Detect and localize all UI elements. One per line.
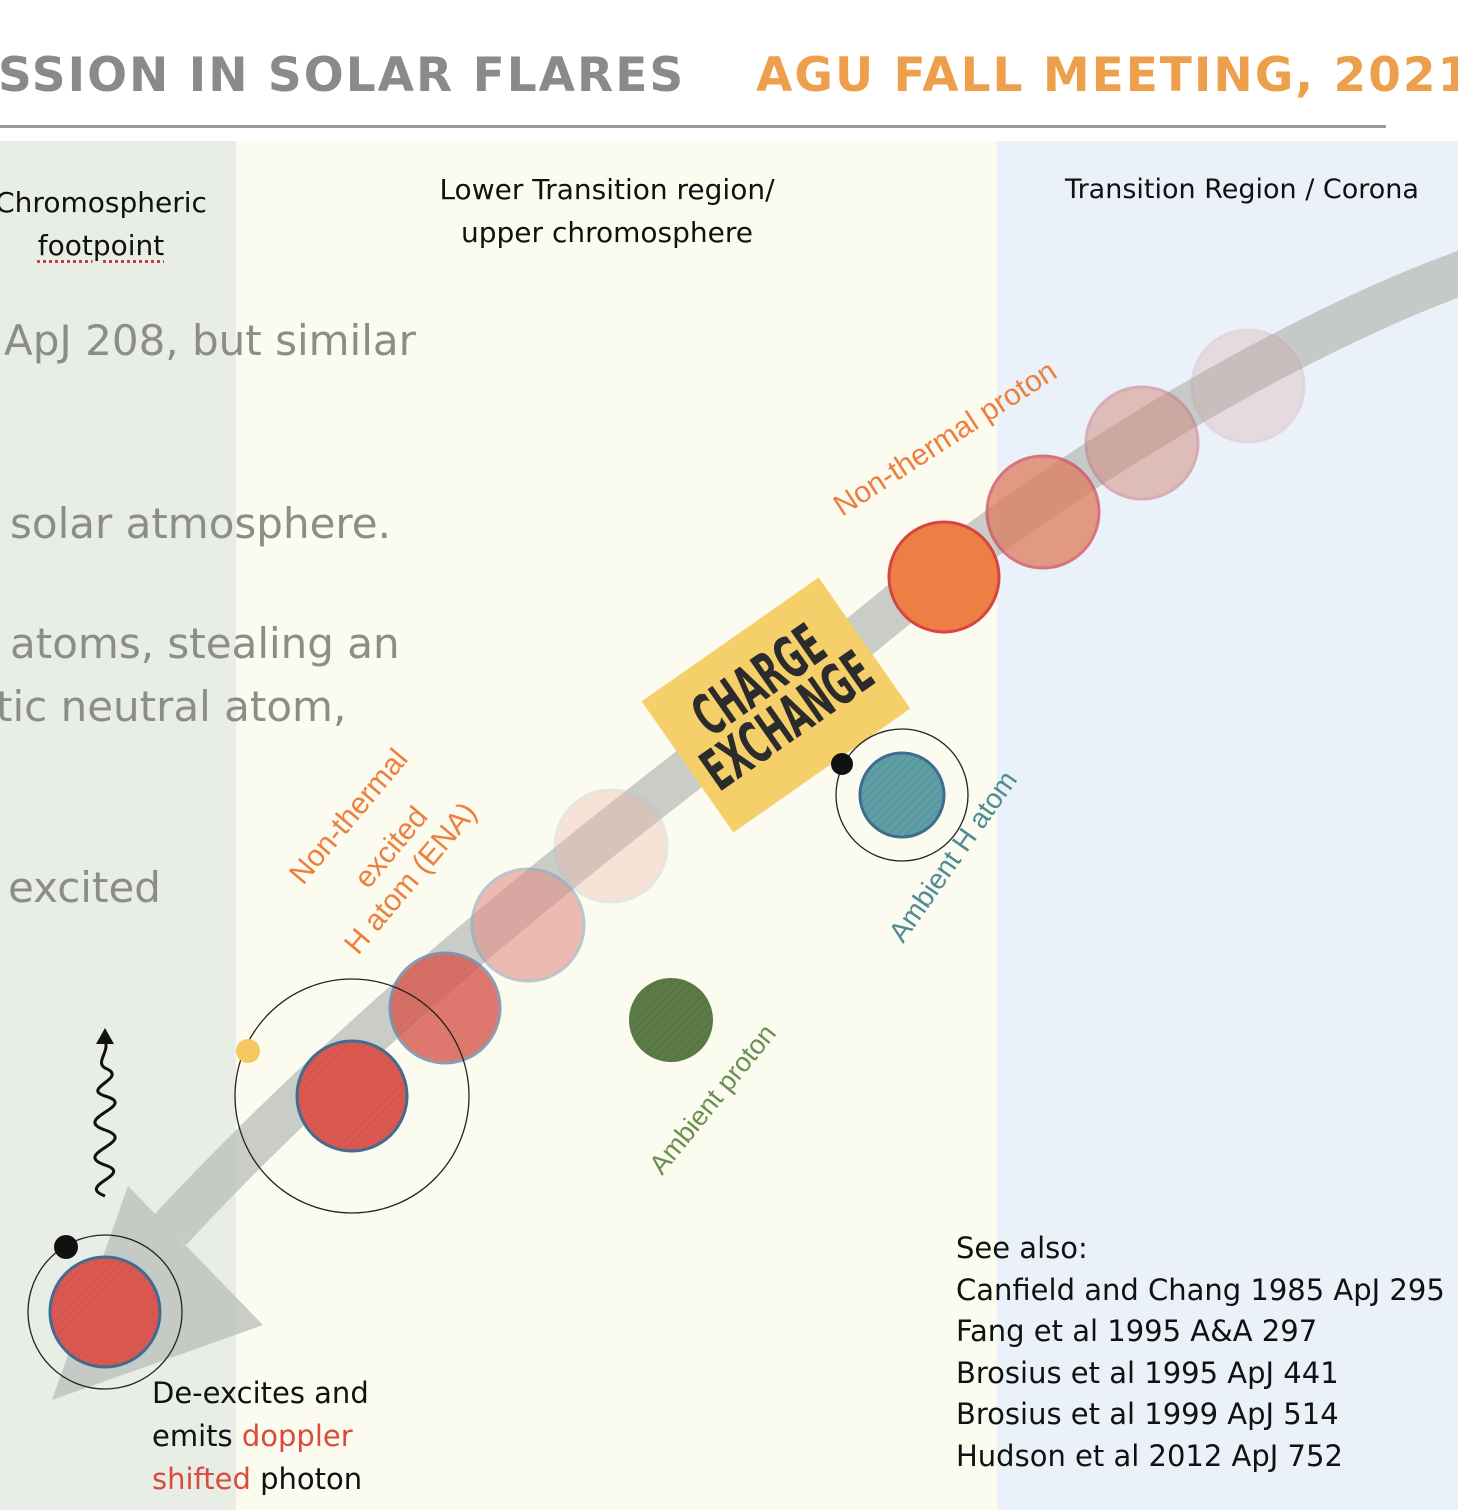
proton-trail-circle <box>1190 328 1306 444</box>
ambient-h-orbit <box>835 728 969 862</box>
reference-item: Canfield and Chang 1985 ApJ 295 <box>956 1272 1445 1307</box>
body-text-line: tic neutral atom, <box>0 682 347 731</box>
lower-transition-label-line1: Lower Transition region/ <box>439 173 775 206</box>
proton-trail-circle <box>1084 385 1200 501</box>
chromosphere-label-line1: Chromospheric <box>0 186 207 219</box>
see-also-references: See also: Canfield and Chang 1985 ApJ 29… <box>956 1228 1445 1478</box>
deexcited-orbit <box>27 1234 183 1390</box>
caption-line2-a: emits <box>152 1419 242 1453</box>
lower-transition-label: Lower Transition region/ upper chromosph… <box>417 168 797 254</box>
reference-item: Brosius et al 1999 ApJ 514 <box>956 1397 1339 1432</box>
ena-orbit <box>234 978 470 1214</box>
proton-trail-circle <box>985 454 1101 570</box>
ena-nucleus <box>295 1039 409 1153</box>
ena-electron <box>236 1039 260 1063</box>
body-text-line: excited <box>8 863 161 912</box>
caption-line2: emits doppler <box>152 1415 369 1458</box>
header-divider <box>0 125 1386 128</box>
caption-line3: shifted photon <box>152 1458 369 1501</box>
caption-doppler: doppler <box>241 1419 353 1453</box>
deexcited-nucleus <box>48 1255 162 1369</box>
corona-label: Transition Region / Corona <box>1065 174 1419 205</box>
ambient-h-electron <box>831 753 853 775</box>
poster-title: SSION IN SOLAR FLARES <box>0 48 686 103</box>
caption-line1: De-excites and <box>152 1376 369 1410</box>
nonthermal-proton <box>887 520 1001 634</box>
ambient-h-nucleus <box>858 751 946 839</box>
body-text-line: ApJ 208, but similar <box>4 316 416 365</box>
chromosphere-label-line2: footpoint <box>37 229 165 262</box>
lower-transition-label-line2: upper chromosphere <box>461 216 753 249</box>
reference-item: Fang et al 1995 A&A 297 <box>956 1314 1318 1349</box>
caption-line3-b: photon <box>250 1462 363 1496</box>
reference-item: Hudson et al 2012 ApJ 752 <box>956 1438 1343 1473</box>
ena-trail-circle <box>470 867 586 983</box>
ena-trail-circle <box>388 951 502 1065</box>
see-also-heading: See also: <box>956 1231 1088 1265</box>
deexcited-electron <box>54 1235 78 1259</box>
body-text-line: atoms, stealing an <box>10 619 400 668</box>
photon-icon <box>93 1028 117 1198</box>
meeting-title: AGU FALL MEETING, 2021 <box>756 48 1458 103</box>
deexcitation-caption: De-excites and emits doppler shifted pho… <box>152 1372 369 1501</box>
reference-item: Brosius et al 1995 ApJ 441 <box>956 1355 1339 1390</box>
ena-trail-circle <box>553 788 669 904</box>
ambient-proton <box>629 978 713 1062</box>
caption-shifted: shifted <box>152 1462 251 1496</box>
body-text-line: solar atmosphere. <box>10 499 391 548</box>
chromosphere-label: Chromospheric footpoint <box>0 181 216 267</box>
